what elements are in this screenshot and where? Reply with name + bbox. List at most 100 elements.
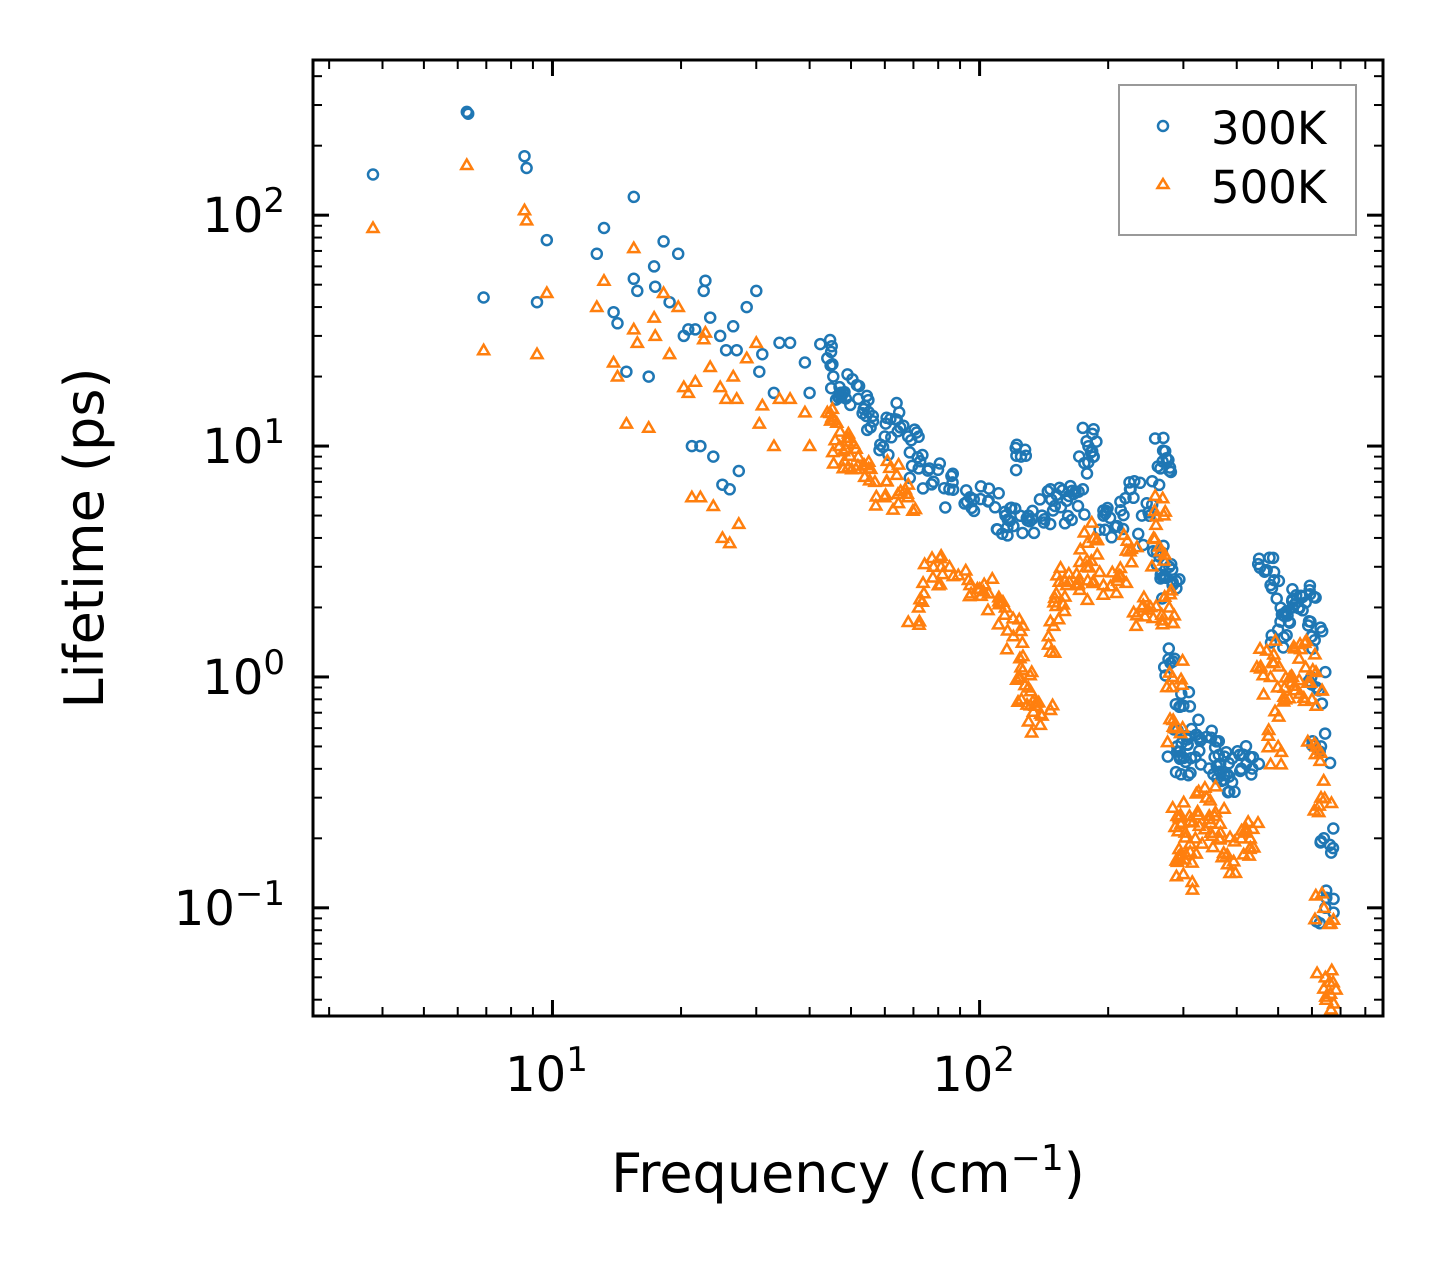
data-point-300k-31 [713, 329, 727, 343]
data-point-500k-97-4 [1283, 667, 1300, 682]
data-point-300k-89-5 [1225, 752, 1239, 765]
data-point-500k-54-5 [911, 613, 928, 627]
data-point-500k-76-4 [1156, 552, 1172, 566]
x-tick-label: 102 [932, 1040, 1015, 1103]
data-point-500k-67-3 [1057, 588, 1073, 602]
data-point-500k-80-4 [1172, 725, 1189, 739]
data-point-300k-54-5 [897, 419, 910, 432]
data-point-500k-78-4 [1162, 586, 1178, 600]
data-point-500k-61-3 [1015, 648, 1031, 662]
data-point-500k-52-4 [890, 456, 907, 470]
data-point-500k-93-3 [1255, 686, 1272, 700]
data-point-500k-103-5 [1324, 962, 1340, 976]
data-point-300k-13 [627, 272, 641, 286]
data-point-500k-91-4 [1241, 847, 1257, 861]
data-point-500k-62-5 [1010, 693, 1026, 708]
data-point-500k-15 [641, 419, 657, 434]
data-point-300k-51-5 [860, 389, 874, 403]
data-point-500k-11 [618, 415, 635, 429]
data-point-500k-83-6 [1184, 854, 1200, 868]
data-point-500k-22 [680, 384, 696, 399]
data-point-500k-57-6 [963, 585, 979, 599]
data-point-500k-80-5 [1159, 734, 1176, 748]
data-point-300k-21 [671, 247, 685, 261]
data-point-500k-100-2 [1312, 752, 1328, 767]
data-point-300k-65-1 [1058, 517, 1072, 530]
data-point-500k-85 [1187, 830, 1204, 844]
legend-label-500k: 500K [1211, 161, 1328, 214]
data-point-300k-100-4 [1323, 756, 1337, 770]
data-point-300k-70-5 [1093, 523, 1106, 536]
data-point-300k-90-4 [1246, 751, 1260, 764]
data-point-500k-93-4 [1252, 660, 1269, 674]
data-point-300k-67 [1071, 499, 1085, 513]
data-point-300k-95-1 [1282, 615, 1296, 628]
data-point-500k-65-1 [1050, 611, 1067, 625]
data-point-500k-85-5 [1188, 845, 1204, 859]
data-point-500k-67-5 [1049, 567, 1065, 581]
data-point-300k-59-1 [974, 492, 987, 506]
data-point-500k-83-2 [1168, 852, 1184, 866]
data-point-300k-52-3 [874, 438, 887, 451]
data-point-300k-48-3 [827, 370, 840, 383]
data-point-500k-87-2 [1216, 800, 1232, 815]
data-point-300k-57-4 [946, 476, 959, 489]
data-point-300k-88-1 [1218, 768, 1231, 782]
data-point-300k-101-1 [1327, 822, 1340, 835]
data-point-500k-54-2 [914, 593, 930, 608]
data-point-300k-73-6 [1140, 497, 1153, 510]
data-point-500k-56-6 [932, 576, 948, 590]
data-point-500k-0 [365, 219, 381, 234]
data-point-300k-64-4 [1043, 517, 1057, 531]
data-point-300k-16 [642, 370, 655, 383]
data-point-500k-51-5 [867, 473, 883, 488]
data-point-300k-76-5 [1162, 453, 1175, 467]
data-point-300k-29 [703, 311, 717, 324]
data-point-300k-93-3 [1277, 631, 1291, 644]
data-point-500k-53-4 [905, 502, 921, 517]
data-point-500k-49-4 [848, 440, 864, 455]
data-point-300k-87-5 [1202, 762, 1216, 775]
data-point-300k-71-1 [1116, 522, 1130, 536]
data-point-300k-91-5 [1252, 552, 1266, 565]
data-point-300k-102-1 [1327, 892, 1340, 906]
data-point-300k-41 [756, 347, 769, 361]
data-point-500k-67-6 [1052, 559, 1069, 574]
data-point-500k-97-6 [1292, 636, 1308, 650]
data-point-300k-56-4 [916, 482, 930, 495]
data-point-500k-83-5 [1184, 873, 1200, 888]
data-point-500k-102-4 [1314, 885, 1330, 899]
data-point-500k-64-3 [1023, 724, 1040, 738]
data-point-500k-72-5 [1108, 584, 1125, 599]
data-point-300k-67-3 [1072, 485, 1085, 498]
data-point-300k-61-5 [1001, 529, 1014, 542]
data-point-300k-90-6 [1240, 757, 1253, 771]
data-point-500k-69-1 [1070, 575, 1086, 590]
data-point-300k-5 [520, 161, 533, 175]
data-point-500k-46-3 [823, 412, 839, 426]
data-point-300k-64-6 [1033, 493, 1047, 506]
data-point-500k-101-2 [1311, 797, 1327, 811]
data-point-500k-68-2 [1061, 565, 1077, 579]
data-point-500k-65-3 [1046, 617, 1062, 632]
data-point-500k-87-6 [1202, 792, 1218, 806]
y-tick-label: 100 [202, 643, 285, 706]
data-point-500k-62-4 [1022, 683, 1039, 697]
data-point-300k-0 [366, 168, 380, 181]
data-point-500k-51-6 [868, 497, 884, 511]
data-point-500k-60-3 [999, 641, 1015, 655]
data-point-300k-95-4 [1275, 608, 1289, 621]
data-point-500k-20 [670, 299, 686, 313]
data-point-300k-18 [648, 280, 662, 293]
data-point-300k-62-4 [1019, 449, 1033, 462]
data-point-300k-59-5 [981, 495, 995, 508]
data-point-500k-78-5 [1157, 588, 1173, 603]
data-point-500k-91-5 [1250, 814, 1266, 829]
data-point-300k-73-2 [1132, 527, 1145, 541]
data-point-500k-89-4 [1227, 864, 1244, 879]
data-point-500k-36 [731, 515, 747, 530]
data-point-500k-9 [605, 354, 622, 368]
data-point-500k-103-4 [1328, 981, 1344, 995]
data-point-500k-2 [475, 342, 492, 356]
data-point-500k-101-1 [1311, 804, 1327, 818]
